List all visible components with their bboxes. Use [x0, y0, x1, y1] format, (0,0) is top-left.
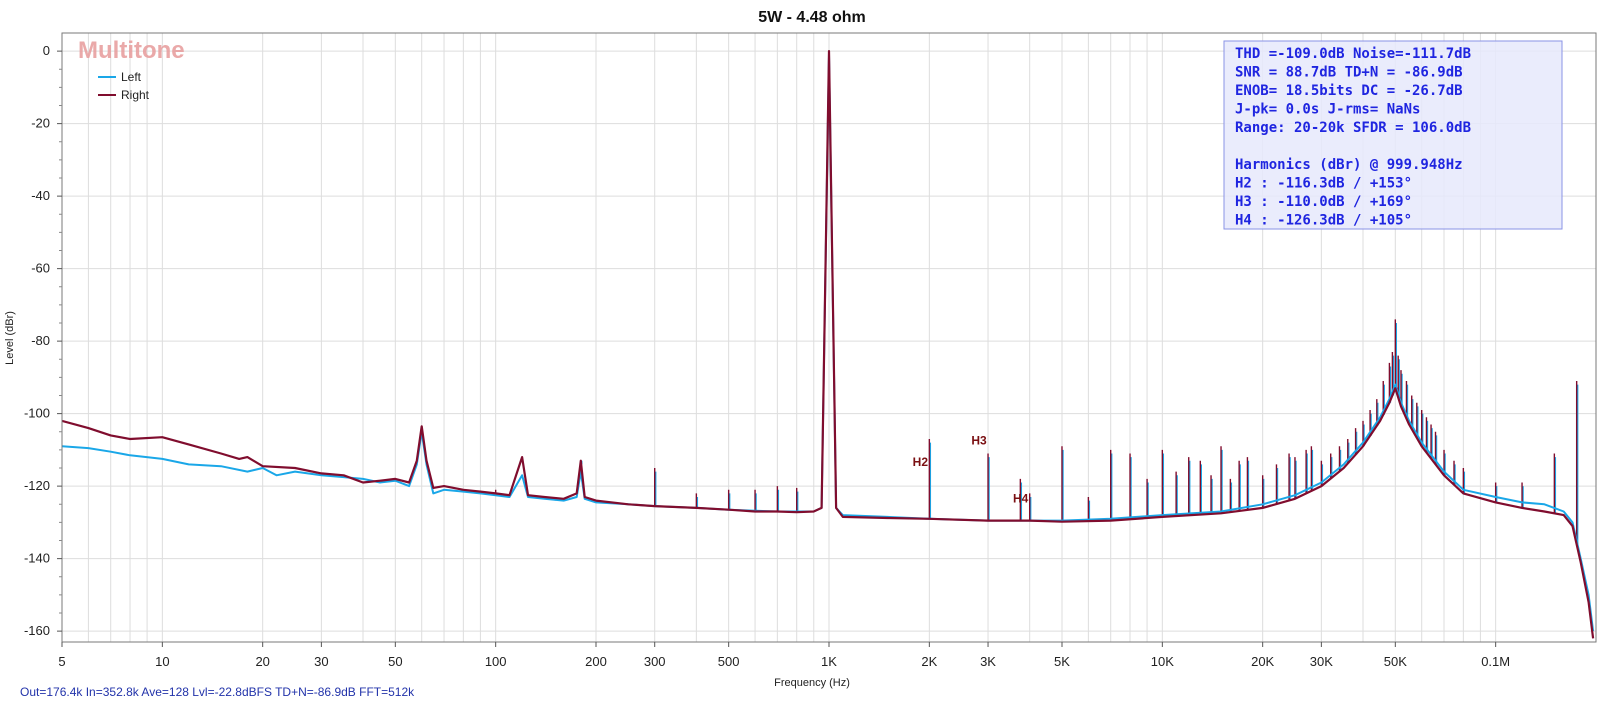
stats-line: H2 : -116.3dB / +153°: [1235, 176, 1412, 192]
stats-line: Range: 20-20k SFDR = 106.0dB: [1235, 120, 1471, 136]
harmonic-label-h4: H4: [1013, 491, 1029, 505]
x-tick-label: 1K: [821, 654, 837, 669]
stats-line: H3 : -110.0dB / +169°: [1235, 194, 1412, 210]
stats-line: ENOB= 18.5bits DC = -26.7dB: [1235, 83, 1463, 99]
x-tick-label: 10: [155, 654, 169, 669]
x-tick-label: 500: [718, 654, 740, 669]
series-line-right: [62, 50, 1595, 639]
x-tick-label: 5K: [1054, 654, 1070, 669]
stats-line: THD =-109.0dB Noise=-111.7dB: [1235, 46, 1471, 62]
legend-right-label: Right: [121, 88, 150, 102]
x-tick-label: 30K: [1310, 654, 1333, 669]
x-tick-label: 50: [388, 654, 402, 669]
y-tick-label: -100: [24, 406, 50, 421]
x-tick-label: 20K: [1251, 654, 1274, 669]
legend-left-label: Left: [121, 70, 142, 84]
series-lines: [62, 50, 1595, 639]
harmonic-label-h3: H3: [971, 433, 987, 447]
y-tick-label: -40: [31, 188, 50, 203]
watermark-label: Multitone: [78, 37, 185, 64]
x-tick-label: 10K: [1151, 654, 1174, 669]
y-tick-label: -140: [24, 551, 50, 566]
y-tick-label: -80: [31, 333, 50, 348]
y-axis-ticks: 0 -20 -40 -60 -80 -100 -120 -140 -160: [24, 43, 62, 638]
legend: Left Right: [98, 70, 150, 102]
y-tick-label: -160: [24, 623, 50, 638]
x-tick-label: 3K: [980, 654, 996, 669]
x-tick-label: 2K: [921, 654, 937, 669]
y-tick-label: -20: [31, 116, 50, 131]
y-tick-label: -60: [31, 261, 50, 276]
stats-line: Harmonics (dBr) @ 999.948Hz: [1235, 157, 1463, 173]
x-tick-label: 50K: [1384, 654, 1407, 669]
x-tick-label: 0.1M: [1481, 654, 1510, 669]
stats-box: THD =-109.0dB Noise=-111.7dB SNR = 88.7dB…: [1223, 40, 1563, 230]
x-tick-label: 300: [644, 654, 666, 669]
x-tick-label: 30: [314, 654, 328, 669]
y-axis-label: Level (dBr): [4, 311, 16, 365]
y-tick-label: -120: [24, 478, 50, 493]
annotations: H2 H3 H4: [913, 433, 1029, 505]
stats-line: J-pk= 0.0s J-rms= NaNs: [1235, 102, 1420, 118]
x-tick-label: 5: [58, 654, 65, 669]
x-axis-ticks: 5 10 20 30 50 100 200 300 500 1K 2K 3K 5K 10K 20K 30K 50…: [58, 642, 1510, 669]
stats-line: H4 : -126.3dB / +105°: [1235, 213, 1412, 229]
x-tick-label: 200: [585, 654, 607, 669]
y-tick-label: 0: [43, 43, 50, 58]
x-tick-label: 100: [485, 654, 507, 669]
footer-status: Out=176.4k In=352.8k Ave=128 Lvl=-22.8dB…: [20, 685, 415, 699]
x-tick-label: 20: [255, 654, 269, 669]
stats-line: SNR = 88.7dB TD+N = -86.9dB: [1235, 65, 1463, 81]
x-axis-label: Frequency (Hz): [774, 677, 850, 689]
harmonic-label-h2: H2: [913, 455, 929, 469]
chart-title: 5W - 4.48 ohm: [758, 9, 866, 26]
